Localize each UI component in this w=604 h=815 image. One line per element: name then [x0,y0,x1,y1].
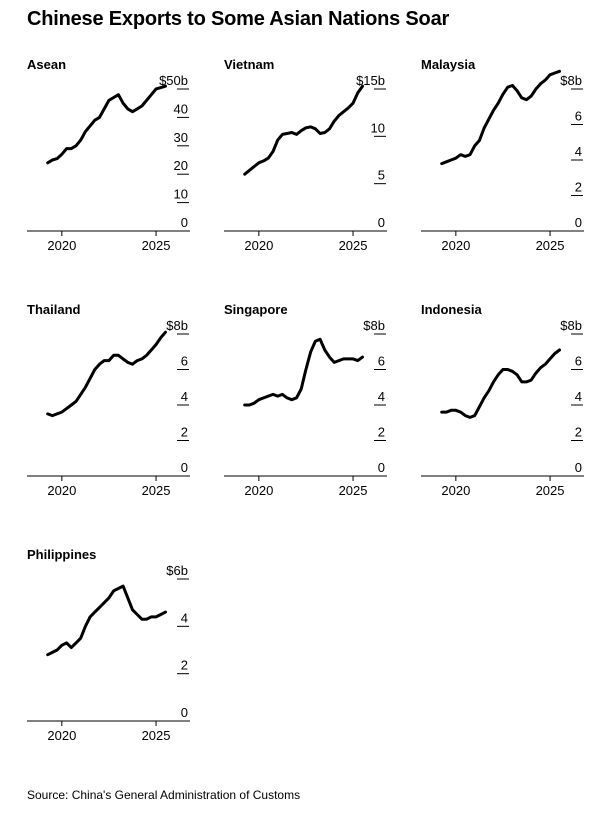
y-tick-label: 30 [174,130,188,145]
y-tick-label: 6 [575,109,582,124]
y-tick-label: 0 [575,460,582,475]
y-tick-label: 0 [575,215,582,230]
y-tick-label: $8b [363,318,385,333]
y-tick-label: 0 [378,215,385,230]
x-tick-label: 2020 [244,238,273,253]
y-tick-label: $50b [159,73,188,88]
y-tick-label: 6 [378,354,385,369]
y-tick-label: 2 [575,180,582,195]
y-tick-label: 4 [181,389,188,404]
series-line-indonesia [440,348,561,419]
page-title: Chinese Exports to Some Asian Nations So… [27,8,450,30]
x-tick-label: 2020 [441,483,470,498]
y-tick-label: 10 [174,187,188,202]
series-line-thailand [46,330,167,418]
y-tick-label: $15b [356,73,385,88]
y-tick-label: $8b [166,318,188,333]
y-tick-label: 5 [378,168,385,183]
x-tick-label: 2025 [142,728,171,743]
panel-title-asean: Asean [27,57,66,72]
panel-title-malaysia: Malaysia [421,57,476,72]
x-tick-label: 2020 [244,483,273,498]
y-tick-label: 6 [181,354,188,369]
y-tick-label: 4 [575,144,582,159]
series-line-philippines [46,584,167,657]
y-tick-label: 0 [378,460,385,475]
panel-title-vietnam: Vietnam [224,57,274,72]
y-tick-label: 4 [181,610,188,625]
panel-title-thailand: Thailand [27,302,81,317]
y-tick-label: $8b [560,73,582,88]
y-tick-label: 20 [174,158,188,173]
x-tick-label: 2025 [536,483,565,498]
y-tick-label: 40 [174,101,188,116]
series-line-singapore [243,337,364,407]
y-tick-label: 0 [181,215,188,230]
panel-title-philippines: Philippines [27,547,96,562]
series-line-vietnam [243,84,364,176]
x-tick-label: 2025 [142,483,171,498]
y-tick-label: 4 [378,389,385,404]
series-line-asean [46,84,167,165]
x-tick-label: 2020 [47,728,76,743]
y-tick-label: 0 [181,460,188,475]
x-tick-label: 2025 [339,483,368,498]
panel-title-indonesia: Indonesia [421,302,482,317]
panel-title-singapore: Singapore [224,302,288,317]
y-tick-label: 0 [181,705,188,720]
y-tick-label: 2 [181,425,188,440]
y-tick-label: 4 [575,389,582,404]
source-note: Source: China's General Administration o… [27,788,301,802]
y-tick-label: 2 [378,425,385,440]
x-tick-label: 2025 [339,238,368,253]
series-line-malaysia [440,69,561,166]
y-tick-label: 2 [181,658,188,673]
y-tick-label: 2 [575,425,582,440]
y-tick-label: $6b [166,563,188,578]
y-tick-label: $8b [560,318,582,333]
x-tick-label: 2020 [47,483,76,498]
y-tick-label: 6 [575,354,582,369]
y-tick-label: 10 [371,120,385,135]
x-tick-label: 2025 [536,238,565,253]
x-tick-label: 2025 [142,238,171,253]
x-tick-label: 2020 [47,238,76,253]
x-tick-label: 2020 [441,238,470,253]
